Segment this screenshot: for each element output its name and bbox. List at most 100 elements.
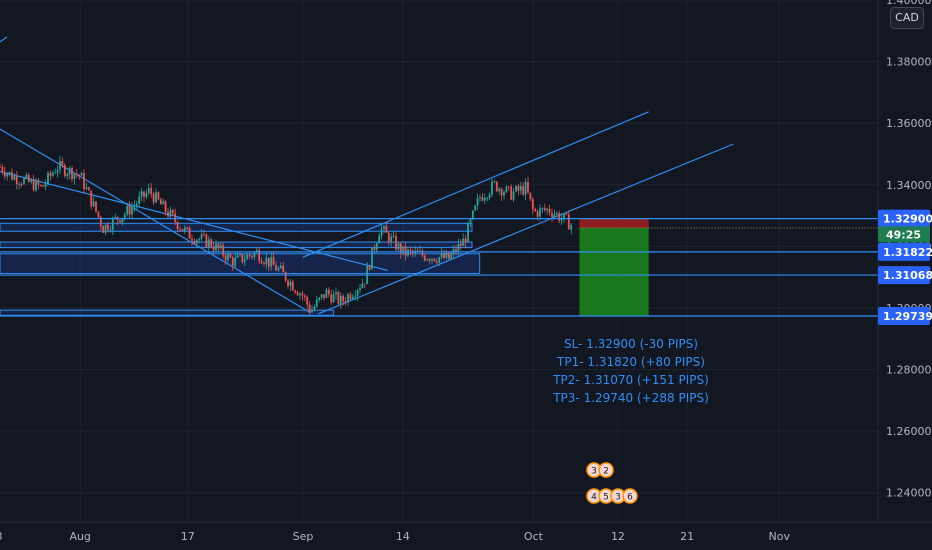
candle-body [42, 185, 45, 187]
take-profit-zone [579, 227, 649, 316]
candle-body [426, 259, 429, 261]
candle-body [205, 234, 208, 248]
candle-body [359, 287, 361, 291]
candle-body [503, 192, 505, 196]
candle-body [186, 227, 189, 229]
candle-body [563, 213, 565, 219]
candle-body [78, 174, 81, 176]
candle-body [323, 294, 325, 298]
candle-body [174, 213, 177, 222]
event-count: 3 [591, 467, 597, 477]
candle-body [145, 192, 148, 197]
candle-body [99, 217, 102, 227]
candle-body [143, 191, 145, 197]
trendlines[interactable] [0, 36, 734, 315]
canada-flag-event-icon [598, 462, 614, 478]
candle-body [97, 211, 100, 218]
candle-body [397, 243, 400, 250]
candle-body [215, 243, 217, 251]
candle-body [248, 254, 251, 256]
candle-body [303, 295, 306, 297]
candle-body [59, 160, 61, 170]
candle-body [335, 292, 337, 295]
candle-body [467, 223, 469, 243]
candle-body [198, 238, 201, 240]
candle-body [546, 208, 549, 211]
candle-body [73, 174, 76, 180]
horizontal-levels[interactable] [0, 218, 878, 317]
x-tick-label: 23 [0, 530, 3, 543]
candle-body [325, 289, 328, 298]
candle-body [61, 160, 64, 165]
candle-body [459, 243, 462, 246]
candle-body [263, 263, 265, 264]
candle-body [210, 239, 213, 247]
candle-body [121, 217, 124, 223]
candle-body [282, 265, 285, 272]
demand-zones[interactable] [0, 222, 481, 316]
candle-body [433, 258, 436, 262]
candle-body [354, 295, 357, 297]
candle-body [431, 258, 433, 261]
countdown-label: 49:25 [886, 228, 921, 241]
candle-body [291, 281, 294, 291]
candle-body [301, 293, 304, 296]
zone-4 [0, 309, 335, 316]
candle-body [471, 210, 474, 220]
candle-body [371, 247, 373, 270]
candle-body [13, 176, 16, 180]
candle-body [560, 218, 563, 221]
candle-body [111, 218, 114, 230]
event-count: 5 [603, 493, 609, 503]
y-tick-label: 1.34000 [886, 179, 932, 192]
candle-body [306, 296, 309, 305]
candle-body [236, 255, 239, 258]
y-tick-label: 1.40000 [886, 0, 932, 7]
candle-body [435, 261, 438, 263]
candle-body [308, 304, 311, 313]
candle-body [123, 214, 126, 218]
candle-body [392, 236, 395, 237]
candle-body [193, 240, 196, 244]
level-tag-4 [878, 307, 930, 326]
candle-body [131, 207, 133, 215]
candle-body [11, 172, 13, 180]
candle-body [423, 255, 426, 261]
economic-events[interactable]: 3 24 5 3 6 [586, 462, 638, 504]
candle-body [402, 246, 405, 254]
candle-body [207, 239, 210, 248]
candle-body [555, 213, 558, 215]
candle-body [140, 191, 143, 197]
candle-body [565, 213, 568, 215]
time-axis[interactable]: 23 Aug 17 Sep 14 Oct 12 21 Nov [0, 521, 932, 543]
candle-body [404, 246, 407, 256]
short-position-tool[interactable] [579, 218, 878, 316]
candle-body [517, 185, 520, 191]
candle-body [47, 172, 49, 184]
plan-line-3: TP2- 1.31070 (+151 PIPS) [552, 373, 709, 387]
candle-body [203, 234, 205, 236]
candle-body [133, 205, 136, 208]
candle-body [443, 252, 445, 259]
currency-button[interactable]: CAD [890, 7, 924, 29]
candle-body [85, 187, 88, 189]
candle-body [498, 188, 501, 192]
candle-body [361, 283, 364, 288]
candle-body [270, 257, 273, 267]
candle-body [155, 192, 157, 203]
candle-body [195, 239, 198, 244]
candle-body [128, 206, 131, 215]
candle-body [551, 212, 553, 218]
candle-body [296, 292, 299, 296]
level-tag-label: 1.29739 [883, 310, 932, 323]
candle-body [8, 172, 11, 174]
candle-body [119, 220, 121, 223]
candle-body [176, 221, 179, 229]
event-count: 2 [603, 467, 609, 477]
candle-body [104, 224, 107, 233]
candle-body [529, 192, 532, 200]
x-tick-label: 14 [396, 530, 410, 543]
x-tick-label: 12 [611, 530, 625, 543]
candle-body [539, 208, 541, 217]
